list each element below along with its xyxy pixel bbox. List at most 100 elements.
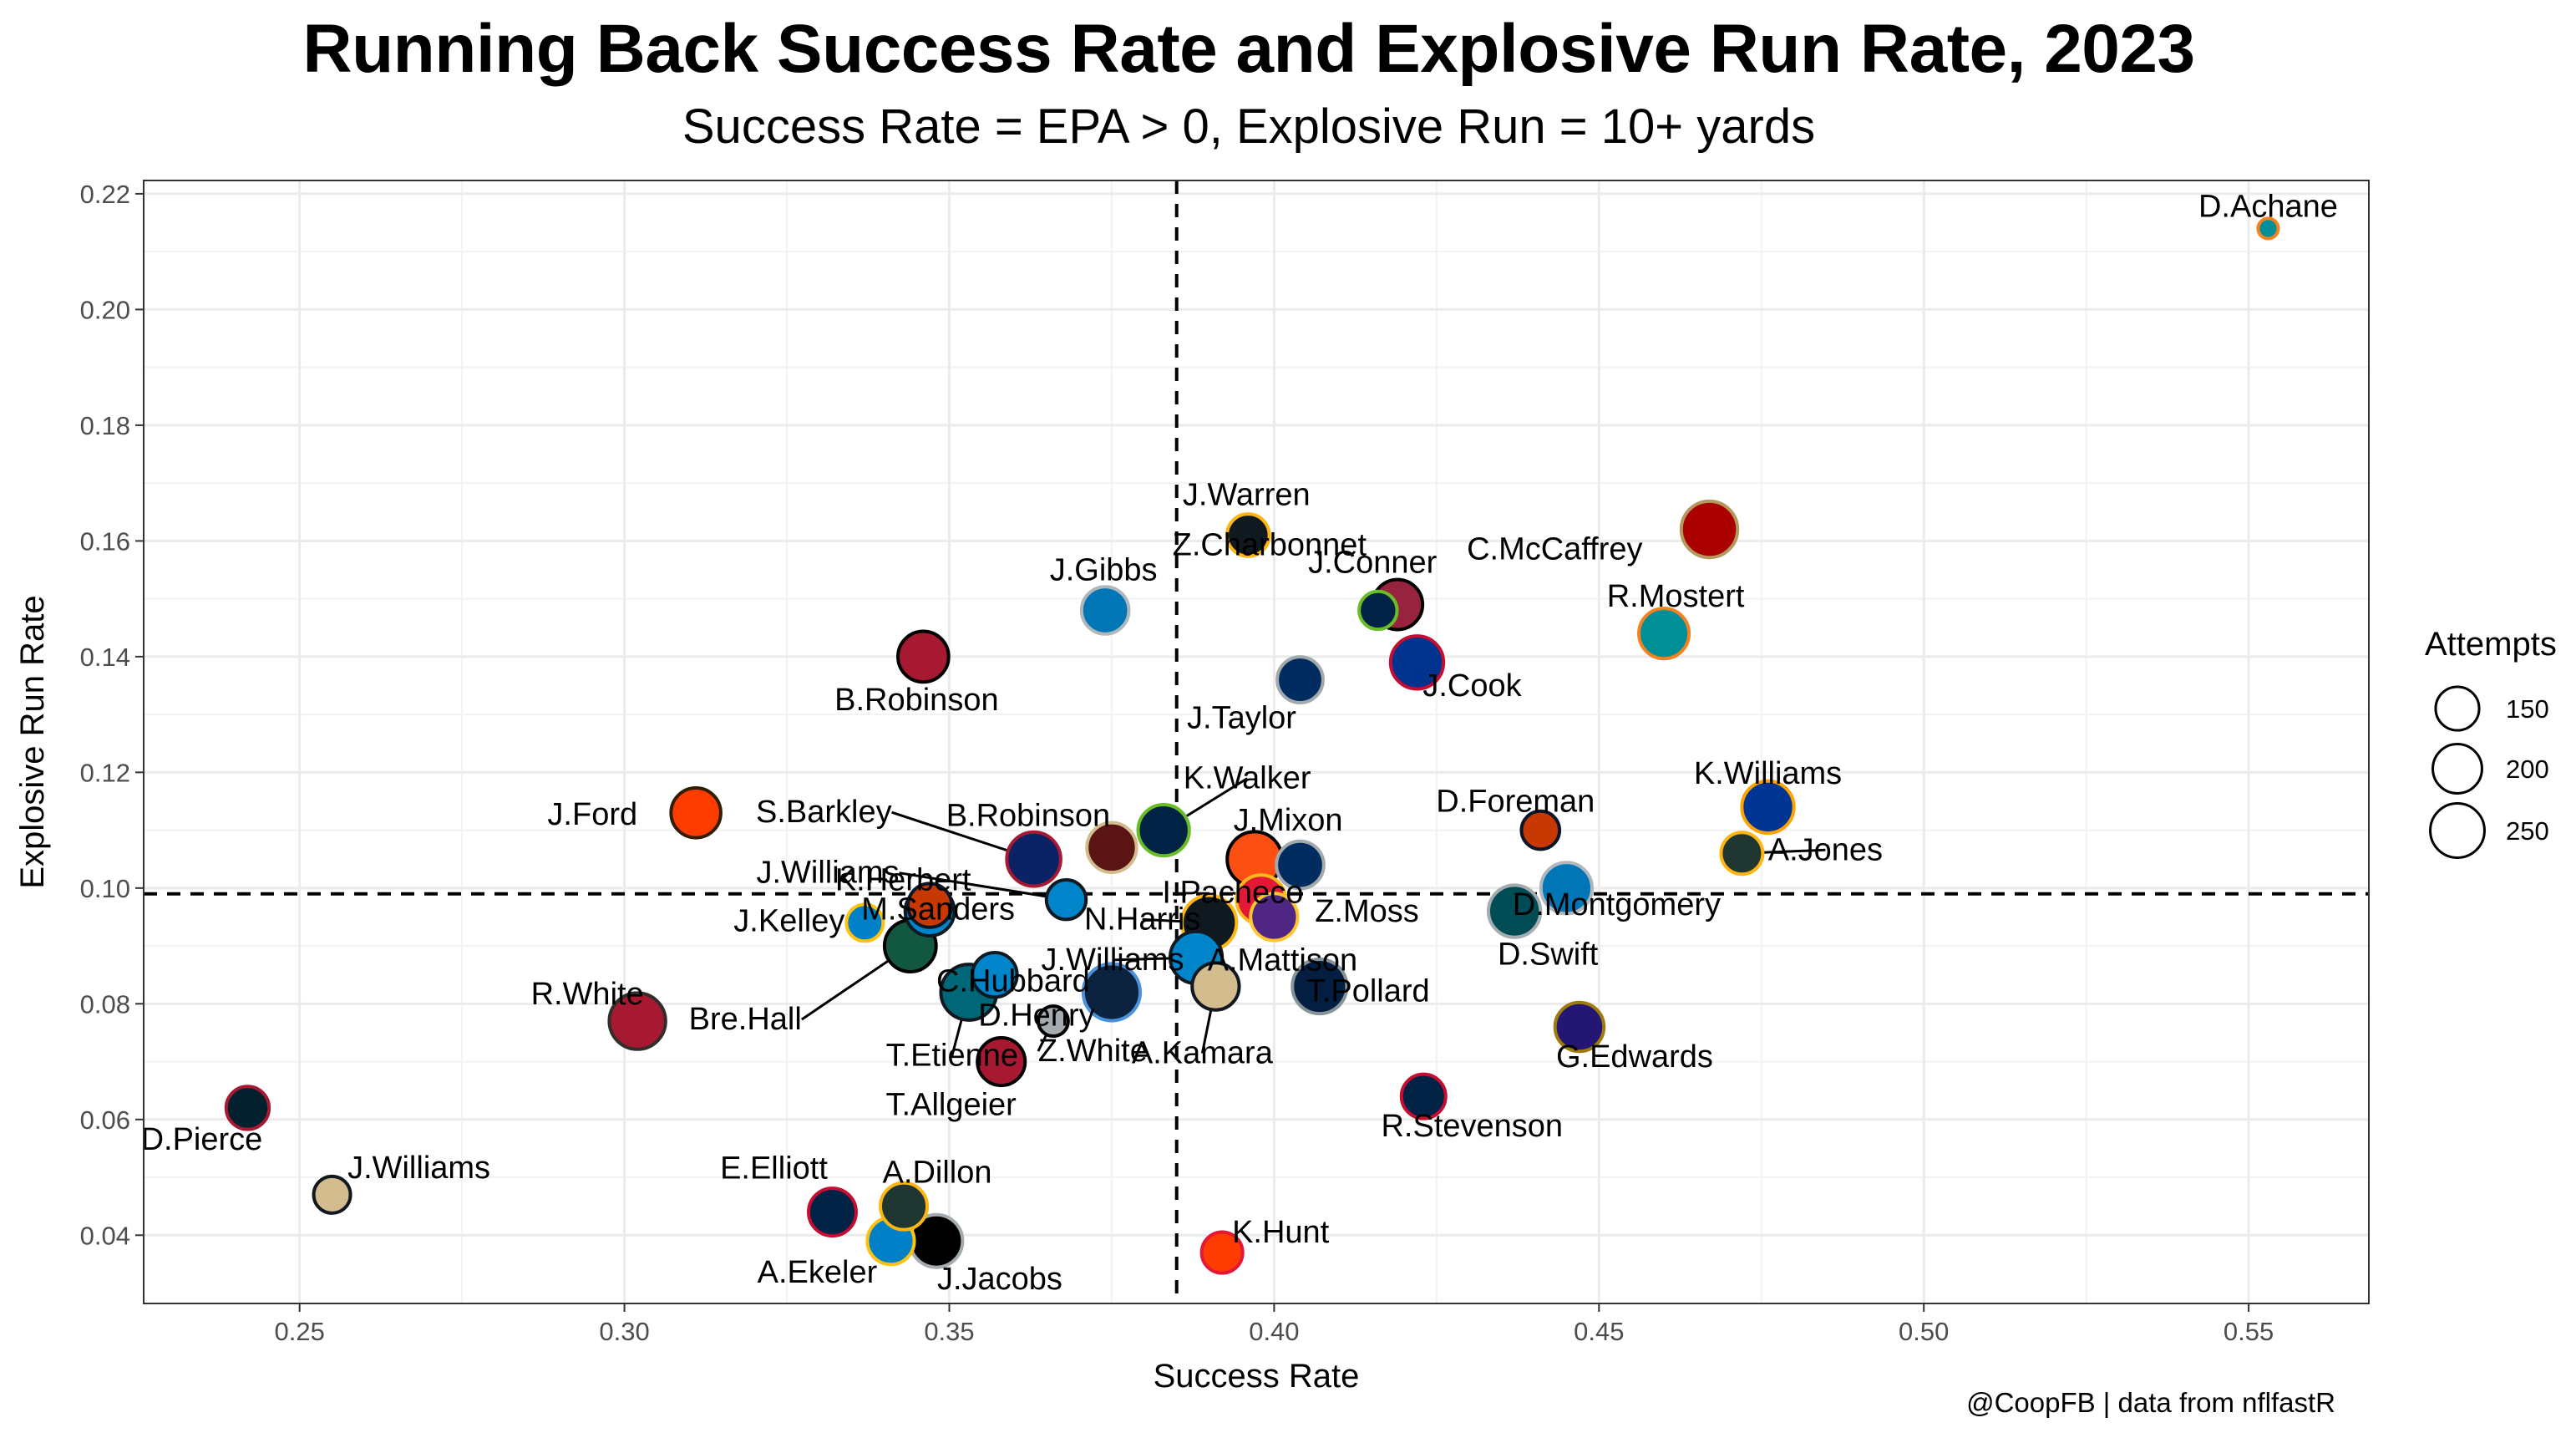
point-label: D.Foreman bbox=[1436, 785, 1595, 820]
legend-title: Attempts bbox=[2425, 626, 2557, 663]
x-tick-label: 0.55 bbox=[2224, 1317, 2274, 1346]
y-axis-title: Explosive Run Rate bbox=[14, 595, 51, 888]
data-point bbox=[1291, 957, 1349, 1016]
legend-size-key bbox=[2434, 685, 2481, 732]
data-point bbox=[224, 1085, 271, 1131]
data-point bbox=[1190, 961, 1241, 1012]
point-label: J.Cook bbox=[1422, 668, 1522, 704]
point-label: M.Sanders bbox=[861, 892, 1015, 927]
data-point bbox=[607, 991, 667, 1051]
data-point bbox=[1519, 809, 1562, 851]
major-grid bbox=[144, 180, 2369, 1303]
point-label: D.Swift bbox=[1498, 937, 1599, 973]
data-point bbox=[976, 1036, 1027, 1088]
legend-size-key bbox=[2431, 743, 2483, 795]
point-label: C.Hubbard bbox=[936, 964, 1090, 999]
data-point bbox=[1136, 802, 1191, 858]
point-label: C.McCaffrey bbox=[1467, 532, 1642, 567]
data-point bbox=[1275, 839, 1326, 891]
data-point bbox=[312, 1174, 352, 1215]
point-label: K.Hunt bbox=[1232, 1215, 1330, 1250]
y-tick-label: 0.14 bbox=[80, 643, 130, 672]
y-tick-label: 0.16 bbox=[80, 526, 130, 556]
data-point bbox=[1036, 1004, 1070, 1039]
point-label: A.Ekeler bbox=[758, 1255, 878, 1290]
data-point bbox=[844, 902, 885, 943]
x-tick-label: 0.45 bbox=[1574, 1317, 1624, 1346]
point-label: J.Taylor bbox=[1187, 701, 1296, 736]
plot-panel bbox=[144, 180, 2369, 1303]
legend-label: 200 bbox=[2506, 755, 2549, 784]
data-point bbox=[879, 1181, 930, 1232]
point-label: J.Conner bbox=[1308, 546, 1438, 581]
data-point bbox=[1199, 1230, 1245, 1275]
point-label: Z.Charbonnet bbox=[1173, 527, 1367, 562]
y-tick-label: 0.12 bbox=[80, 758, 130, 787]
size-legend: Attempts 150 200 250 bbox=[2425, 626, 2557, 859]
data-point bbox=[2256, 216, 2280, 241]
legend-label: 150 bbox=[2506, 694, 2549, 724]
point-label: J.Gibbs bbox=[1050, 552, 1158, 587]
point-label: Z.White bbox=[1038, 1034, 1148, 1069]
point-label: A.Jones bbox=[1768, 832, 1883, 867]
data-point bbox=[1740, 779, 1796, 836]
data-point bbox=[971, 951, 1019, 999]
data-point bbox=[1079, 585, 1131, 636]
point-labels: D.Achane C.McCaffrey R.Mostert J.Warren J.Co… bbox=[141, 189, 2338, 1297]
y-axis-ticks: 0.04 0.06 0.08 0.10 0.12 0.14 0.16 0.18 0.20 0.22 bbox=[80, 180, 144, 1250]
point-label: E.Elliott bbox=[720, 1151, 828, 1186]
chart-title: Running Back Success Rate and Explosive … bbox=[302, 11, 2195, 87]
point-label: Z.Moss bbox=[1315, 894, 1419, 929]
data-point bbox=[1539, 861, 1595, 916]
data-point bbox=[1044, 877, 1088, 922]
data-point bbox=[1085, 821, 1138, 875]
plot-border bbox=[143, 180, 2370, 1304]
data-point bbox=[1487, 883, 1543, 939]
chart-subtitle: Success Rate = EPA > 0, Explosive Run = … bbox=[682, 99, 1816, 154]
y-tick-label: 0.10 bbox=[80, 874, 130, 903]
chart-caption: @CoopFB | data from nflfastR bbox=[1966, 1387, 2335, 1418]
point-label: J.Mixon bbox=[1234, 803, 1343, 838]
x-tick-label: 0.35 bbox=[924, 1317, 974, 1346]
x-tick-label: 0.30 bbox=[599, 1317, 649, 1346]
point-label: B.Robinson bbox=[834, 683, 998, 718]
point-label: S.Barkley bbox=[756, 795, 892, 830]
x-tick-label: 0.40 bbox=[1249, 1317, 1299, 1346]
point-label: D.Henry bbox=[978, 998, 1094, 1033]
data-point bbox=[1399, 1072, 1448, 1120]
y-tick-label: 0.22 bbox=[80, 180, 130, 209]
data-point bbox=[1388, 634, 1446, 691]
point-label: R.Mostert bbox=[1607, 579, 1745, 614]
data-point bbox=[1357, 589, 1399, 632]
data-point bbox=[1719, 831, 1765, 877]
point-label: D.Achane bbox=[2198, 189, 2338, 224]
point-label: K.Herbert bbox=[835, 863, 971, 898]
y-tick-label: 0.04 bbox=[80, 1221, 130, 1250]
point-label: D.Pierce bbox=[141, 1122, 263, 1157]
point-label: N.Harris bbox=[1084, 902, 1200, 937]
data-point bbox=[896, 629, 951, 684]
point-label: R.White bbox=[531, 977, 644, 1012]
data-point bbox=[1637, 607, 1691, 661]
point-label: J.Williams bbox=[347, 1151, 490, 1186]
point-label: A.Dillon bbox=[883, 1156, 992, 1191]
y-tick-label: 0.20 bbox=[80, 295, 130, 324]
data-point bbox=[1081, 962, 1143, 1023]
y-tick-label: 0.08 bbox=[80, 989, 130, 1019]
x-tick-label: 0.50 bbox=[1899, 1317, 1949, 1346]
data-point bbox=[1225, 512, 1271, 558]
point-label: K.Walker bbox=[1184, 761, 1311, 796]
x-axis-title: Success Rate bbox=[1154, 1358, 1360, 1395]
point-label: B.Robinson bbox=[946, 798, 1110, 833]
point-label: J.Jacobs bbox=[937, 1262, 1062, 1297]
data-point bbox=[1275, 655, 1325, 704]
legend-label: 250 bbox=[2506, 816, 2549, 846]
data-point bbox=[905, 882, 954, 929]
point-label: K.Williams bbox=[1694, 756, 1842, 791]
x-axis-ticks: 0.25 0.30 0.35 0.40 0.45 0.50 0.55 bbox=[275, 1303, 2274, 1346]
point-label: A.Mattison bbox=[1208, 943, 1358, 978]
point-label: J.Williams bbox=[757, 856, 900, 891]
data-points bbox=[224, 216, 2280, 1275]
x-tick-label: 0.25 bbox=[275, 1317, 325, 1346]
